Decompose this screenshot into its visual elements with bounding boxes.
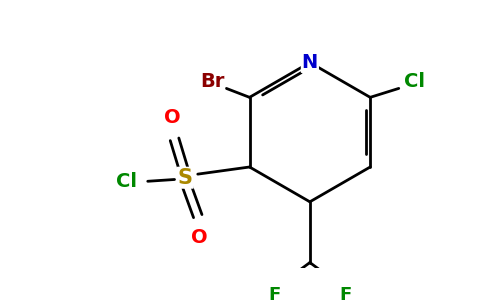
Text: Br: Br (200, 72, 224, 91)
Text: Cl: Cl (404, 72, 425, 91)
Text: Cl: Cl (116, 172, 137, 191)
Text: F: F (339, 286, 352, 300)
Text: O: O (165, 108, 181, 128)
Text: S: S (178, 168, 193, 188)
Text: N: N (302, 53, 318, 72)
Text: O: O (191, 228, 208, 247)
Text: F: F (268, 286, 280, 300)
